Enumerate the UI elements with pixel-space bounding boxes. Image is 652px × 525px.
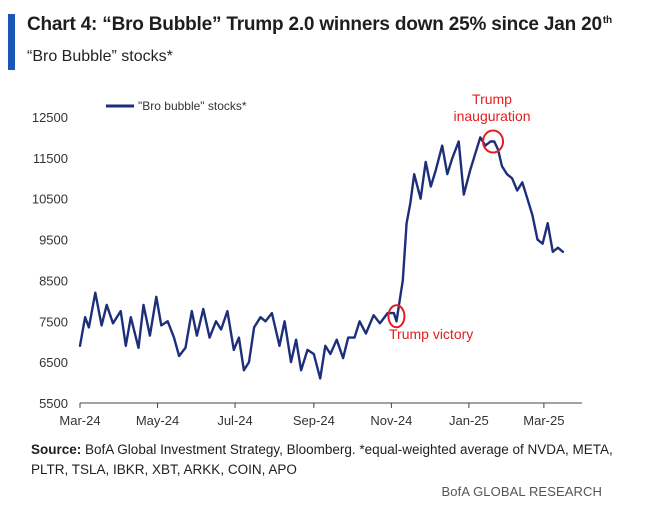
title-accent-bar xyxy=(8,14,15,70)
source-footnote: Source: BofA Global Investment Strategy,… xyxy=(31,440,631,480)
x-tick-label: Jan-25 xyxy=(449,413,489,428)
legend-label: "Bro bubble" stocks* xyxy=(138,99,247,113)
y-tick-label: 11500 xyxy=(33,151,68,166)
chart-title-text: Chart 4: “Bro Bubble” Trump 2.0 winners … xyxy=(27,14,602,35)
y-tick-label: 5500 xyxy=(39,396,68,411)
y-tick-label: 7500 xyxy=(39,314,68,329)
x-tick-label: Nov-24 xyxy=(370,413,412,428)
series-line-bro-bubble xyxy=(78,136,565,380)
source-label: Source: xyxy=(31,442,82,457)
y-tick-label: 12500 xyxy=(32,110,68,125)
brand-label: BofA GLOBAL RESEARCH xyxy=(441,484,602,499)
annotation-label-inauguration-line1: Trump xyxy=(472,91,512,107)
y-tick-label: 6500 xyxy=(39,355,68,370)
y-tick-label: 8500 xyxy=(39,273,68,288)
x-tick-label: Mar-25 xyxy=(523,413,564,428)
source-text: BofA Global Investment Strategy, Bloombe… xyxy=(31,442,613,477)
chart-title-sup: th xyxy=(602,15,612,26)
annotation-circle-inauguration xyxy=(482,129,505,154)
x-tick-label: Jul-24 xyxy=(217,413,252,428)
line-chart: Mar-24 May-24 Jul-24 Sep-24 Nov-24 Jan-25 Mar-… xyxy=(32,91,582,428)
annotation-label-victory: Trump victory xyxy=(389,326,473,342)
chart-title: Chart 4: “Bro Bubble” Trump 2.0 winners … xyxy=(27,14,612,36)
annotation-circle-victory xyxy=(387,304,406,329)
annotation-label-inauguration-line2: inauguration xyxy=(453,108,530,124)
chart-subtitle: “Bro Bubble” stocks* xyxy=(27,48,173,65)
x-tick-label: May-24 xyxy=(136,413,179,428)
x-tick-label: Sep-24 xyxy=(293,413,335,428)
x-tick-label: Mar-24 xyxy=(59,413,100,428)
y-tick-label: 10500 xyxy=(32,192,68,207)
y-tick-label: 9500 xyxy=(39,233,68,248)
